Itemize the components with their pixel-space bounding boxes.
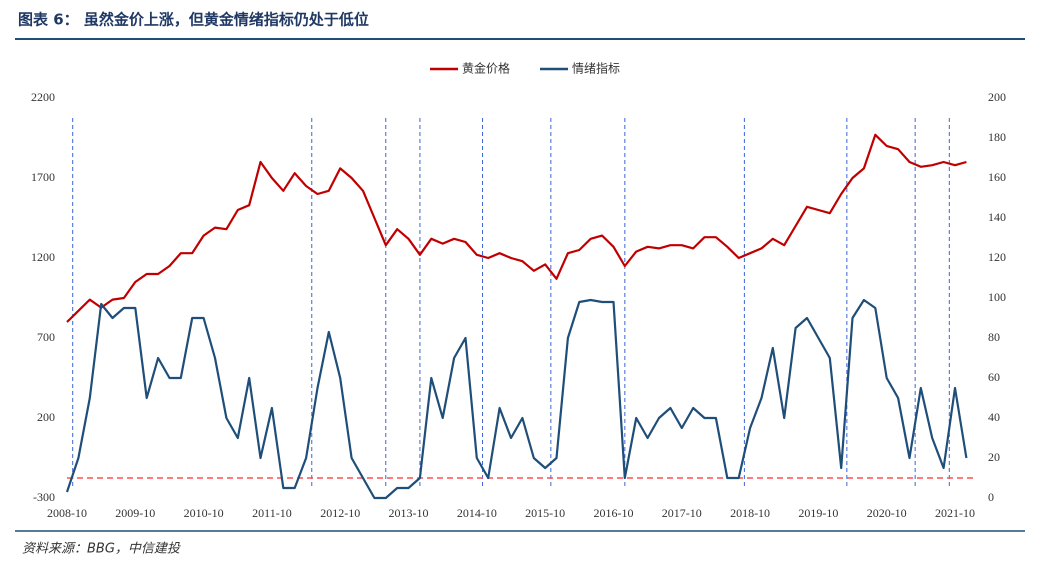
y2-tick-label: 120 (988, 250, 1006, 264)
y-tick-label: 200 (37, 410, 55, 424)
legend-label: 情绪指标 (572, 61, 620, 76)
y2-tick-label: 180 (988, 130, 1006, 144)
x-tick-label: 2015-10 (525, 506, 565, 520)
source: 资料来源：BBG，中信建投 (22, 542, 181, 557)
y2-tick-label: 40 (988, 410, 1000, 424)
x-tick-label: 2012-10 (320, 506, 360, 520)
y2-tick-label: 20 (988, 450, 1000, 464)
x-tick-label: 2018-10 (730, 506, 770, 520)
series-line (65, 298, 968, 500)
y2-tick-label: 60 (988, 370, 1000, 384)
y-tick-label: 1700 (31, 170, 55, 184)
y-tick-label: 700 (37, 330, 55, 344)
y2-tick-label: 140 (988, 210, 1006, 224)
x-tick-label: 2010-10 (184, 506, 224, 520)
chart-title: 图表 6： 虽然金价上涨，但黄金情绪指标仍处于低位 (18, 11, 369, 29)
y2-tick-label: 200 (988, 90, 1006, 104)
y-tick-label: -300 (33, 490, 55, 504)
y2-tick-label: 100 (988, 290, 1006, 304)
x-tick-label: 2020-10 (867, 506, 907, 520)
y-tick-label: 2200 (31, 90, 55, 104)
y2-tick-label: 80 (988, 330, 1000, 344)
x-tick-label: 2009-10 (115, 506, 155, 520)
x-tick-label: 2008-10 (47, 506, 87, 520)
series-line (66, 133, 967, 323)
y2-tick-label: 0 (988, 490, 994, 504)
x-tick-label: 2017-10 (662, 506, 702, 520)
y2-tick-label: 160 (988, 170, 1006, 184)
x-tick-label: 2013-10 (389, 506, 429, 520)
y-tick-label: 1200 (31, 250, 55, 264)
x-tick-label: 2011-10 (252, 506, 292, 520)
x-tick-label: 2014-10 (457, 506, 497, 520)
x-tick-label: 2019-10 (798, 506, 838, 520)
x-tick-label: 2016-10 (593, 506, 633, 520)
legend-label: 黄金价格 (462, 61, 510, 76)
x-tick-label: 2021-10 (935, 506, 975, 520)
